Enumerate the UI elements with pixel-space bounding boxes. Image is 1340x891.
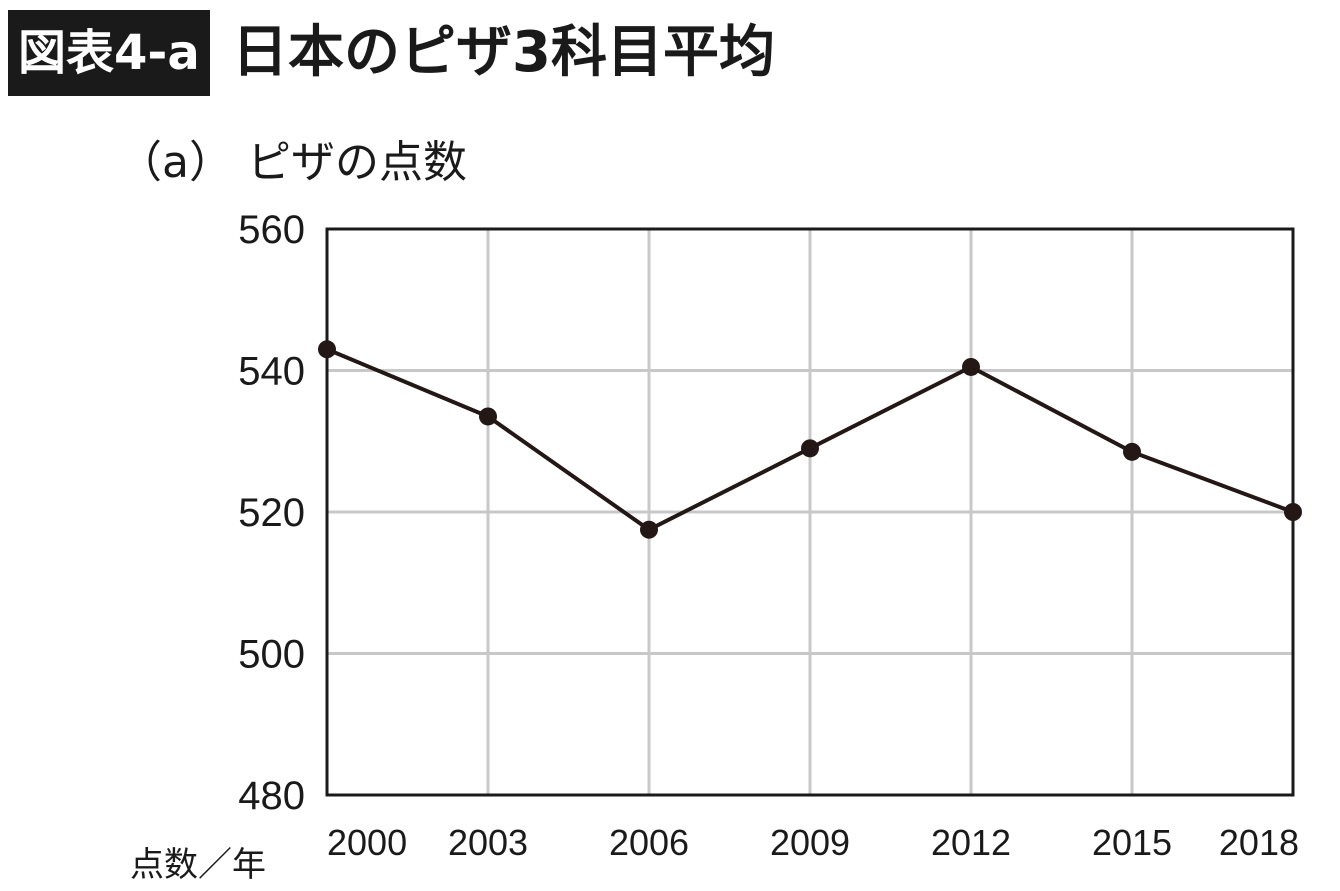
x-tick-labels: 2000 2003 2006 2009 2012 2015 2018 [327,822,1299,863]
data-point [318,340,336,359]
chart-subtitle: （a） ピザの点数 [118,137,467,188]
data-point [801,439,819,458]
x-tick-label: 2018 [1219,822,1299,863]
y-tick-label: 540 [238,350,305,394]
y-tick-labels: 480 500 520 540 560 [238,208,305,818]
data-point [640,520,658,539]
figure-title: 日本のピザ3科目平均 [232,20,775,85]
y-tick-label: 560 [238,208,305,252]
data-points [318,340,1302,539]
data-point [962,357,980,376]
x-tick-label: 2003 [448,822,528,863]
figure-number-badge: 図表4-a [8,10,210,96]
y-tick-label: 520 [238,491,305,535]
data-point [1123,442,1141,461]
x-tick-label: 2000 [327,822,407,863]
data-point [479,407,497,426]
x-tick-label: 2012 [931,822,1011,863]
data-point [1284,503,1302,521]
gridlines [327,229,1293,795]
y-tick-label: 500 [238,633,305,677]
x-tick-label: 2006 [609,822,689,863]
x-tick-label: 2015 [1092,822,1172,863]
y-tick-label: 480 [238,774,305,818]
x-tick-label: 2009 [770,822,850,863]
axis-unit-label: 点数／年 [130,845,266,885]
